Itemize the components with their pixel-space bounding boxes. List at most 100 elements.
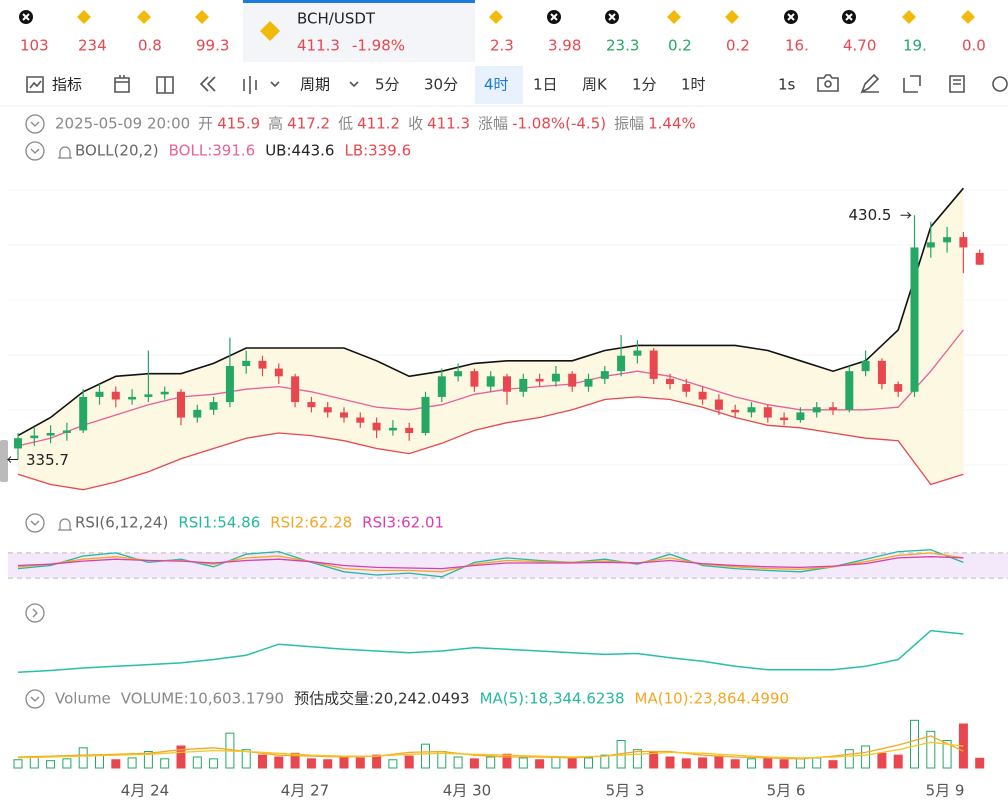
indicator-icon[interactable] [26, 76, 44, 93]
collapse-icons[interactable] [25, 114, 72, 709]
candle-body [845, 371, 854, 410]
expand-icon[interactable] [25, 603, 45, 623]
candle-body [62, 430, 71, 433]
calendar-icon[interactable] [114, 75, 130, 93]
layout-icon[interactable] [156, 76, 174, 94]
ticker-price[interactable]: 0.8 [138, 37, 162, 55]
indicator-button[interactable]: 指标 [52, 76, 82, 94]
interval-button[interactable]: 4时 [484, 76, 509, 94]
interval-button[interactable]: 1日 [533, 76, 558, 94]
candle-body [617, 355, 626, 372]
ticker-price[interactable]: 2.3 [490, 37, 514, 55]
candle-body [307, 402, 316, 408]
chevron [30, 520, 40, 526]
collapse-icon[interactable] [25, 513, 45, 533]
ticker-price[interactable]: 23.3 [606, 37, 639, 55]
candle-body [14, 438, 22, 449]
candle-body [111, 391, 120, 400]
volume-bar [681, 758, 691, 769]
volume-bar [698, 757, 708, 769]
volume-bar [13, 759, 23, 769]
interval-button[interactable]: 30分 [424, 76, 458, 94]
coin-icon [725, 10, 739, 24]
toolbar-icons[interactable] [26, 73, 1008, 94]
period-arrow[interactable] [349, 81, 359, 88]
candle-body [747, 407, 756, 413]
candle-body [79, 396, 88, 431]
chevron [30, 696, 40, 702]
draw-icon[interactable] [860, 73, 880, 94]
ticker-price[interactable]: 234 [78, 37, 107, 55]
coin-icon [22, 13, 30, 21]
boll-line [17, 396, 964, 491]
ticker-price[interactable]: 99.3 [196, 37, 229, 55]
candle-body [877, 360, 886, 385]
ticker-price[interactable]: 0.0 [962, 37, 986, 55]
volume-bar [567, 758, 577, 769]
chart-type-icon[interactable] [243, 76, 280, 94]
collapse-icon[interactable] [25, 689, 45, 709]
fullscreen-icon[interactable] [903, 75, 921, 93]
candle-body [666, 378, 674, 385]
volume-bar [975, 757, 985, 769]
candle-body [763, 407, 772, 418]
rsi-band [8, 552, 1008, 579]
rsi-line [17, 556, 964, 570]
indicator-name: BOLL(20,2) [75, 142, 159, 160]
candle-body [144, 394, 153, 397]
legend: LB:339.6 [344, 142, 411, 160]
candle-body [829, 407, 837, 410]
candle-body [405, 427, 414, 433]
ticker-price[interactable]: 0.2 [726, 37, 750, 55]
boll-line [17, 187, 965, 437]
volume-bar [127, 757, 137, 769]
collapse-icon[interactable] [25, 114, 45, 134]
info-value: 417.2 [287, 115, 330, 133]
candle-body [486, 376, 495, 387]
candle-body [519, 378, 528, 392]
interval-button[interactable]: 1分 [632, 76, 657, 94]
candle-body [943, 237, 952, 243]
chevron [32, 608, 38, 618]
ticker-price[interactable]: 16. [785, 37, 809, 55]
calculator-icon[interactable] [949, 75, 965, 93]
candle-body [291, 376, 300, 403]
candle-body [959, 237, 968, 248]
candle-body [209, 402, 218, 410]
bell-icon[interactable] [58, 518, 72, 531]
ticker-price[interactable]: 3.98 [548, 37, 581, 55]
coin-icon [195, 10, 209, 24]
speed-button[interactable]: 1s [778, 76, 796, 94]
legend: MA(5):18,344.6238 [480, 690, 625, 708]
bell-icon[interactable] [58, 146, 72, 159]
ticker-price[interactable]: 4.70 [843, 37, 876, 55]
ticker-price[interactable]: 103 [20, 37, 49, 55]
active-tab[interactable] [243, 0, 475, 62]
side-handle[interactable] [0, 440, 8, 482]
volume-bar [926, 730, 936, 769]
volume-bar [372, 754, 382, 769]
interval-button[interactable]: 5分 [375, 76, 400, 94]
candle-body [437, 376, 446, 397]
collapse-icon[interactable] [25, 141, 45, 161]
interval-button[interactable]: 1时 [681, 76, 706, 94]
volume-bar [258, 754, 267, 769]
high-arrow [900, 211, 912, 219]
volume-bar [421, 743, 430, 769]
info-label: 涨幅 [478, 115, 508, 133]
active-price: 411.3 [297, 37, 340, 55]
x-tick-label: 5月 9 [926, 782, 965, 800]
info-label: 高 [268, 115, 283, 133]
replay-icon[interactable] [199, 76, 216, 92]
active-change: -1.98% [352, 37, 405, 55]
ticker-price[interactable]: 19. [903, 37, 927, 55]
settings-icon[interactable] [992, 76, 1008, 92]
camera-icon[interactable] [817, 74, 839, 92]
interval-button[interactable]: 周K [582, 76, 608, 94]
ticker-price[interactable]: 0.2 [668, 37, 692, 55]
volume-bar [535, 759, 545, 769]
volume-bar [192, 756, 202, 769]
candle-body [975, 252, 984, 265]
period-button[interactable]: 周期 [300, 76, 330, 94]
volume-bar [339, 756, 349, 769]
